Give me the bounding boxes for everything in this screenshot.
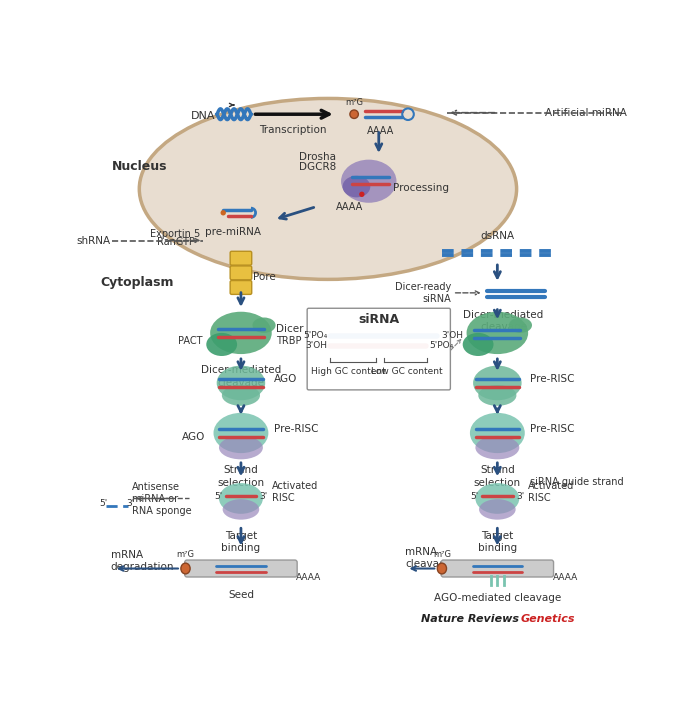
Text: Pre-RISC: Pre-RISC	[531, 374, 575, 384]
Ellipse shape	[463, 333, 494, 356]
Text: Strand
selection: Strand selection	[474, 465, 521, 488]
Ellipse shape	[217, 365, 265, 400]
Text: Seed: Seed	[228, 590, 254, 600]
Text: 5'PO₄: 5'PO₄	[303, 331, 327, 341]
Ellipse shape	[478, 385, 517, 406]
Text: m⁷G: m⁷G	[176, 549, 195, 559]
Text: Dicer: Dicer	[276, 324, 303, 334]
Text: 3': 3'	[260, 491, 267, 501]
Text: AAAA: AAAA	[296, 573, 321, 582]
Ellipse shape	[350, 110, 358, 118]
Text: Processing: Processing	[393, 183, 449, 193]
Ellipse shape	[479, 499, 516, 520]
Text: dsRNA: dsRNA	[480, 232, 514, 241]
Ellipse shape	[139, 98, 517, 280]
Ellipse shape	[509, 317, 532, 333]
Text: TRBP: TRBP	[276, 336, 301, 346]
Text: High GC content: High GC content	[312, 367, 386, 376]
Text: AGO-mediated cleavage: AGO-mediated cleavage	[434, 593, 561, 603]
Text: Strand
selection: Strand selection	[218, 465, 265, 488]
Text: AAAA: AAAA	[368, 126, 395, 136]
Text: Exportin 5: Exportin 5	[150, 229, 201, 239]
Text: RanGTP: RanGTP	[157, 237, 195, 247]
Text: mRNA
degradation: mRNA degradation	[111, 549, 174, 572]
Ellipse shape	[438, 563, 447, 574]
Text: Nucleus: Nucleus	[112, 161, 168, 173]
Text: Low GC content: Low GC content	[372, 367, 443, 376]
Text: AAAA: AAAA	[553, 573, 578, 582]
FancyBboxPatch shape	[185, 560, 297, 577]
Text: Pore: Pore	[253, 273, 276, 282]
Text: Dicer-mediated
cleavage: Dicer-mediated cleavage	[201, 365, 281, 388]
Ellipse shape	[470, 413, 525, 453]
Ellipse shape	[219, 483, 263, 514]
Text: 3': 3'	[126, 498, 134, 508]
FancyBboxPatch shape	[307, 308, 450, 390]
Text: AAAA: AAAA	[337, 202, 364, 212]
Ellipse shape	[223, 499, 259, 520]
Text: Activated
RISC: Activated RISC	[272, 481, 318, 503]
Text: pre-miRNA: pre-miRNA	[205, 227, 261, 236]
Text: Artificial miRNA: Artificial miRNA	[545, 108, 626, 118]
Text: siRNA: siRNA	[358, 314, 399, 326]
Ellipse shape	[222, 385, 260, 406]
Text: PACT: PACT	[178, 336, 202, 346]
Ellipse shape	[214, 413, 268, 453]
Text: Cytoplasm: Cytoplasm	[101, 276, 174, 289]
Text: 3'OH: 3'OH	[441, 331, 463, 341]
Text: Activated
RISC: Activated RISC	[528, 481, 575, 503]
Text: mRNA
cleavage: mRNA cleavage	[405, 547, 452, 569]
Ellipse shape	[181, 563, 190, 574]
Ellipse shape	[341, 159, 396, 202]
Text: 5': 5'	[99, 498, 107, 508]
Ellipse shape	[220, 210, 226, 215]
Ellipse shape	[206, 333, 237, 356]
Ellipse shape	[466, 312, 528, 354]
Text: 5': 5'	[214, 491, 223, 501]
Text: DNA: DNA	[191, 110, 216, 121]
Text: siRNA guide strand: siRNA guide strand	[530, 476, 623, 486]
Text: Target
binding: Target binding	[221, 531, 260, 553]
Text: 5'PO₄: 5'PO₄	[429, 341, 453, 350]
Ellipse shape	[342, 176, 370, 198]
Text: m⁷G: m⁷G	[345, 98, 363, 106]
Ellipse shape	[253, 317, 276, 333]
Text: Pre-RISC: Pre-RISC	[531, 424, 575, 434]
Text: m⁷G: m⁷G	[433, 549, 451, 559]
Text: Drosha: Drosha	[300, 152, 337, 162]
Ellipse shape	[475, 483, 519, 514]
Text: Antisense
miRNA or
RNA sponge: Antisense miRNA or RNA sponge	[132, 481, 191, 516]
Ellipse shape	[473, 365, 522, 400]
Text: DGCR8: DGCR8	[300, 162, 337, 172]
Text: 5': 5'	[470, 491, 479, 501]
Text: 3': 3'	[516, 491, 524, 501]
Text: shRNA: shRNA	[77, 236, 111, 246]
Ellipse shape	[359, 192, 365, 197]
FancyBboxPatch shape	[230, 280, 252, 295]
Text: Dicer-mediated
cleavage: Dicer-mediated cleavage	[463, 310, 544, 332]
FancyBboxPatch shape	[230, 266, 252, 280]
FancyBboxPatch shape	[230, 251, 252, 265]
Text: 3'OH: 3'OH	[305, 341, 327, 350]
FancyBboxPatch shape	[441, 560, 554, 577]
Ellipse shape	[219, 436, 263, 459]
Ellipse shape	[475, 436, 519, 459]
Ellipse shape	[210, 312, 272, 354]
Text: Target
binding: Target binding	[478, 531, 517, 553]
Text: AGO: AGO	[182, 432, 206, 442]
Text: Pre-RISC: Pre-RISC	[274, 424, 319, 434]
Text: Dicer-ready
siRNA: Dicer-ready siRNA	[395, 282, 452, 304]
Text: Nature Reviews: Nature Reviews	[421, 614, 519, 624]
Text: Genetics: Genetics	[521, 614, 575, 624]
Text: Transcription: Transcription	[260, 125, 327, 135]
Text: AGO: AGO	[274, 374, 298, 384]
